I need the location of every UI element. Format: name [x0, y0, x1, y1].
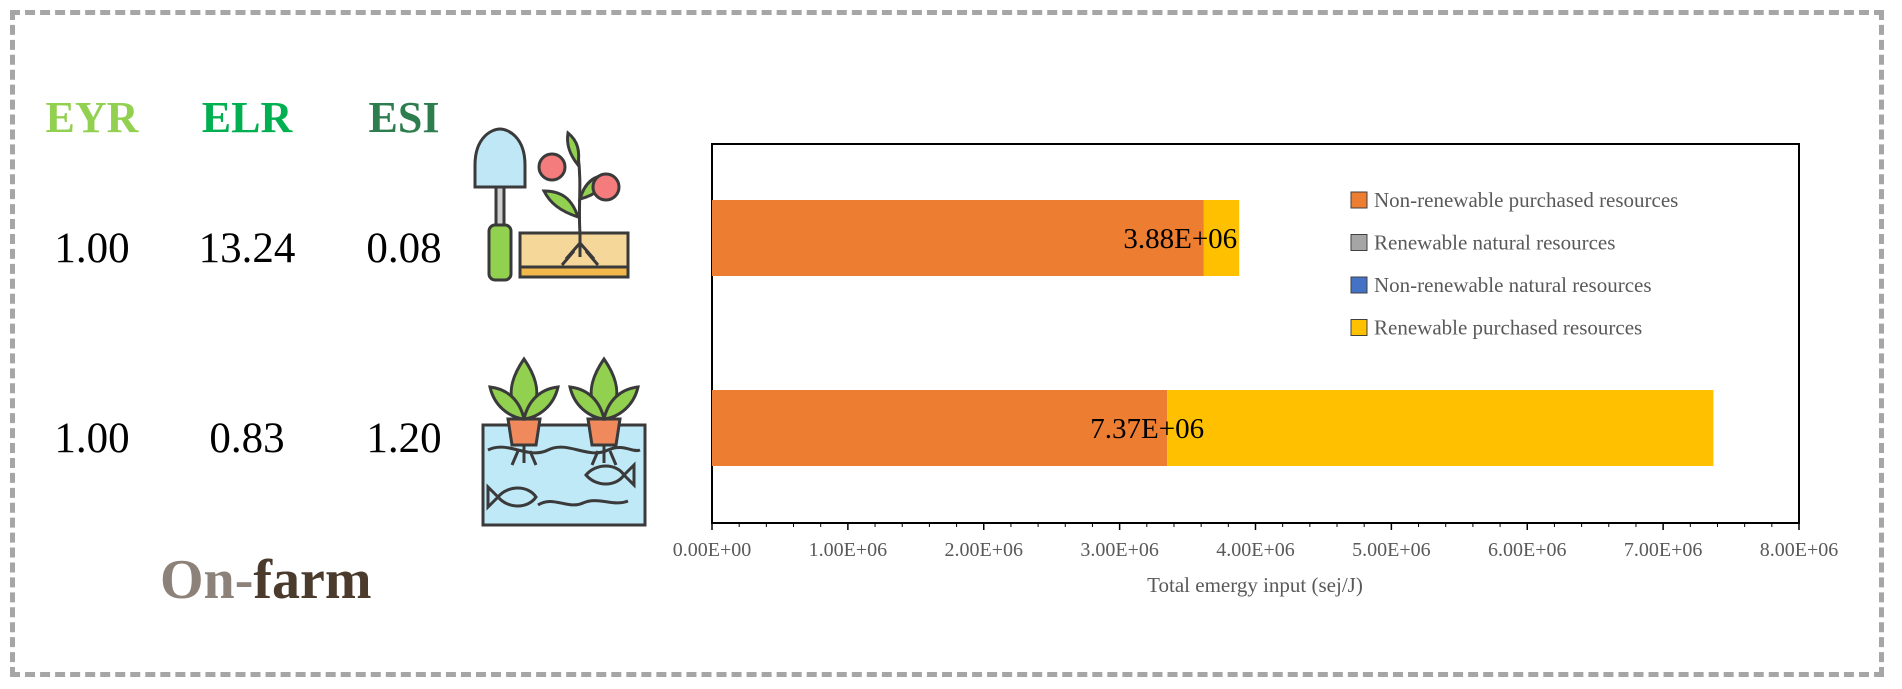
x-tick-label: 4.00E+06	[1216, 539, 1295, 561]
x-tick-label: 8.00E+06	[1760, 539, 1839, 561]
metric-header-esi: ESI	[368, 93, 440, 142]
legend-swatch	[1350, 191, 1368, 209]
dashed-frame	[10, 10, 1884, 677]
bar-total-label: 7.37E+06	[1090, 413, 1204, 445]
legend-swatch	[1350, 319, 1368, 336]
x-axis-label: Total emergy input (sej/J)	[1147, 573, 1363, 597]
metric-value-elr-2: 0.83	[209, 415, 285, 462]
aquaponics-icon	[481, 356, 647, 527]
on-farm-suffix: farm	[253, 549, 372, 611]
metric-header-elr: ELR	[201, 93, 293, 142]
legend-label: Non-renewable purchased resources	[1374, 188, 1678, 212]
on-farm-label: On-farm	[160, 548, 372, 612]
x-tick-label: 6.00E+06	[1488, 539, 1567, 561]
x-tick-label: 5.00E+06	[1352, 539, 1431, 561]
bar-segment	[1203, 200, 1240, 276]
bar-segment	[1167, 390, 1714, 466]
metric-value-eyr-1: 1.00	[54, 225, 130, 272]
metric-value-elr-1: 13.24	[198, 225, 296, 272]
metric-header-eyr: EYR	[45, 93, 139, 142]
legend-swatch	[1350, 276, 1368, 294]
legend-label: Non-renewable natural resources	[1374, 273, 1652, 297]
x-tick-label: 1.00E+06	[809, 539, 888, 561]
metric-value-esi-1: 0.08	[366, 225, 442, 272]
x-tick-label: 3.00E+06	[1080, 539, 1159, 561]
soil-farming-icon	[473, 127, 630, 282]
metric-value-eyr-2: 1.00	[54, 415, 130, 462]
bar-segment	[712, 390, 1168, 466]
legend-swatch	[1350, 234, 1368, 251]
x-tick-label: 0.00E+00	[673, 539, 752, 561]
bar-segment	[712, 200, 1204, 276]
legend-label: Renewable purchased resources	[1374, 316, 1642, 340]
legend-label: Renewable natural resources	[1374, 231, 1615, 255]
x-tick-label: 2.00E+06	[945, 539, 1024, 561]
x-tick-label: 7.00E+06	[1624, 539, 1703, 561]
metric-value-esi-2: 1.20	[366, 415, 442, 462]
bar-total-label: 3.88E+06	[1123, 223, 1237, 255]
on-farm-prefix: On-	[160, 549, 254, 611]
